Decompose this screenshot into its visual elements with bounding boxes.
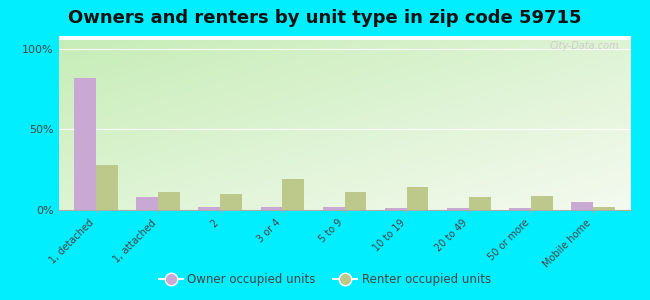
Bar bbox=[509, 208, 531, 210]
Bar bbox=[261, 207, 282, 210]
Bar bbox=[447, 208, 469, 210]
Bar bbox=[571, 202, 593, 210]
Text: Owners and renters by unit type in zip code 59715: Owners and renters by unit type in zip c… bbox=[68, 9, 582, 27]
Bar bbox=[220, 194, 242, 210]
Bar bbox=[74, 78, 96, 210]
Bar bbox=[158, 192, 180, 210]
Bar bbox=[385, 208, 407, 210]
Bar bbox=[323, 207, 345, 210]
Bar bbox=[136, 197, 158, 210]
Bar bbox=[593, 207, 615, 210]
Legend: Owner occupied units, Renter occupied units: Owner occupied units, Renter occupied un… bbox=[154, 269, 496, 291]
Bar bbox=[198, 207, 220, 210]
Bar bbox=[531, 196, 552, 210]
Bar bbox=[96, 165, 118, 210]
Bar bbox=[407, 188, 428, 210]
Bar bbox=[282, 179, 304, 210]
Bar bbox=[344, 192, 366, 210]
Bar bbox=[469, 197, 491, 210]
Text: City-Data.com: City-Data.com bbox=[549, 41, 619, 51]
